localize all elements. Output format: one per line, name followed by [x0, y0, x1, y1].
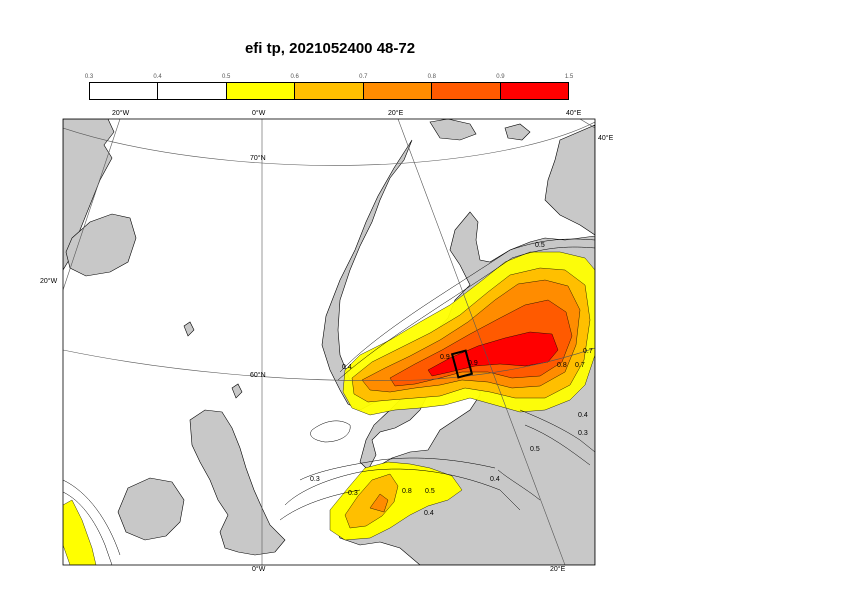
lon-label-20w-top: 20°W: [112, 110, 130, 117]
map-frame: [62, 118, 596, 566]
legend-swatch: [432, 83, 501, 99]
shetland-islands: [231, 383, 243, 399]
legend-swatch: [500, 83, 568, 99]
legend-swatch: [226, 83, 296, 99]
great-britain-land: [189, 409, 286, 556]
lon-label-0-top: 0°W: [252, 110, 266, 117]
lon-label-0-bottom: 0°W: [252, 566, 266, 573]
legend-tick-label: 0.4: [153, 74, 162, 80]
lon-label-40e-top: 40°E: [566, 110, 582, 117]
legend-tick-label: 0.3: [84, 74, 94, 80]
legend-swatch: [158, 83, 227, 99]
contour-label: 0.4: [578, 412, 588, 419]
legend-tick-label: 0.8: [427, 74, 437, 80]
legend-tick-label: 0.5: [221, 74, 231, 80]
lon-label-20e-bottom: 20°E: [550, 566, 566, 573]
meridian-40e: [579, 119, 595, 129]
legend-tick-label: 0.6: [290, 74, 299, 80]
map-title: efi tp, 2021052400 48-72: [244, 40, 416, 57]
efi-area-atlantic-0-5: [63, 499, 97, 565]
efi-area-ce-0-7: [369, 493, 389, 513]
contour-label: 0.5: [425, 488, 435, 495]
svalbard-land: [429, 119, 477, 141]
legend-tick-label: 1.5: [564, 74, 574, 80]
contour-label: 0.3: [348, 490, 358, 497]
contour-label: 0.7: [583, 348, 593, 355]
faroe-islands: [183, 321, 195, 337]
lon-label-40e-right: 40°E: [598, 135, 614, 142]
contour-label: 0.4: [342, 364, 352, 371]
contour-label: 0.5: [530, 446, 540, 453]
legend-tick-label: 0.7: [359, 74, 368, 80]
efi-area-ce-0-6: [344, 473, 399, 529]
efi-contour-lines: [63, 238, 595, 565]
contour-label: 0.9: [440, 354, 450, 361]
contour-label: 0.9: [468, 360, 478, 367]
legend-tick-label: 0.9: [496, 74, 505, 80]
novaya-zemlya-land: [544, 124, 595, 236]
contour-label: 0.4: [424, 510, 434, 517]
legend-swatch: [295, 83, 364, 99]
parallel-70n: [63, 121, 595, 166]
lat-label-60n: 60°N: [250, 372, 266, 379]
contour-label: 0.3: [578, 430, 588, 437]
parallel-60n: [63, 347, 595, 381]
lon-label-20w-left: 20°W: [40, 278, 58, 285]
color-legend-bar: [89, 82, 569, 100]
meridian-20w: [63, 119, 121, 291]
graticule: [63, 119, 595, 565]
contour-label: 0.4: [490, 476, 500, 483]
ireland-land: [117, 477, 185, 541]
lon-label-20e-top: 20°E: [388, 110, 404, 117]
contour-label: 0.7: [575, 362, 585, 369]
lat-label-70n: 70°N: [250, 155, 266, 162]
contour-label: 0.8: [402, 488, 412, 495]
legend-swatch: [363, 83, 433, 99]
legend-swatch: [90, 83, 159, 99]
contour-label: 0.3: [310, 476, 320, 483]
region-highlight-box: [450, 349, 474, 379]
franz-josef-land: [504, 123, 531, 141]
iceland-land: [65, 213, 137, 277]
contour-label: 0.5: [535, 242, 545, 249]
meridian-20e: [397, 119, 566, 565]
contour-label: 0.8: [557, 362, 567, 369]
